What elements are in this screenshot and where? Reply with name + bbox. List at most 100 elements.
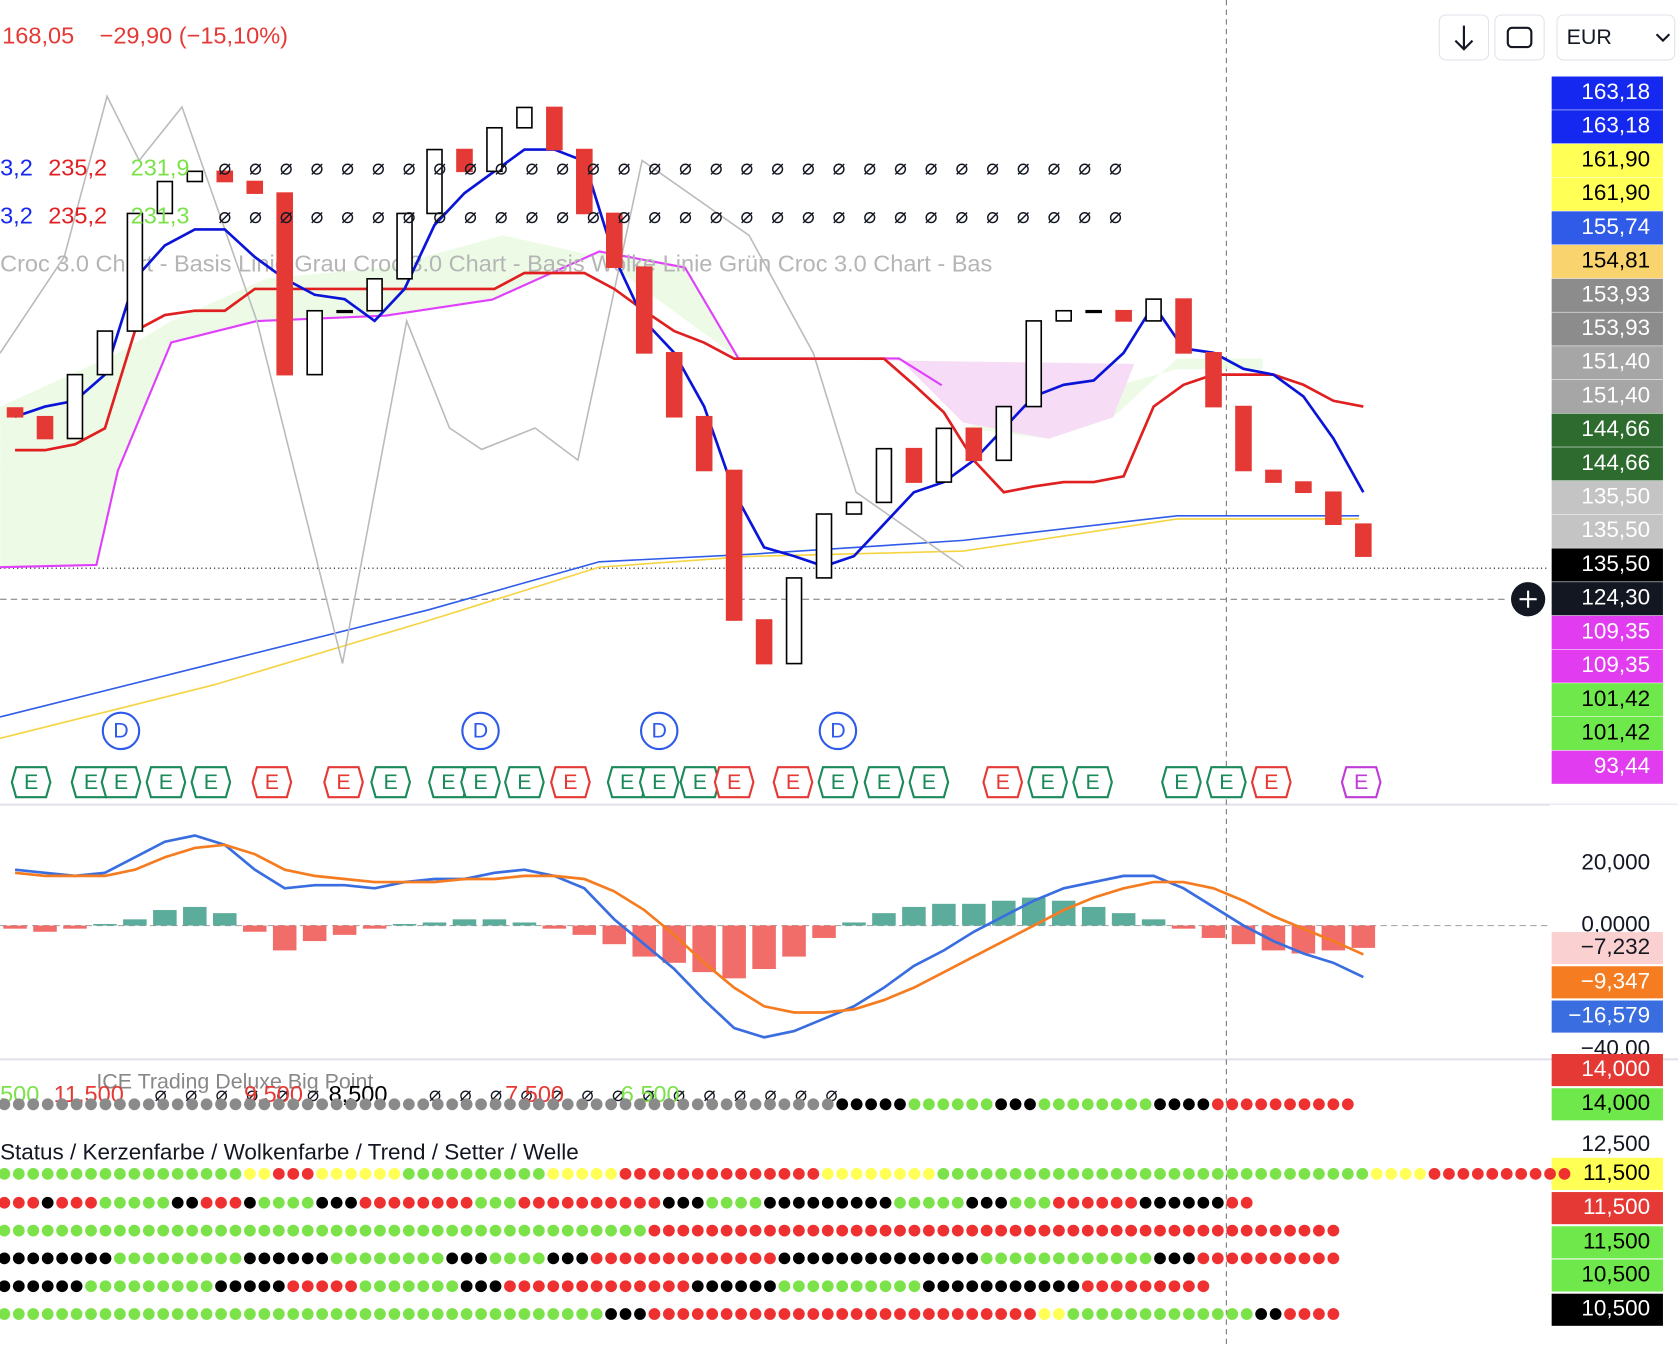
status-dot: [345, 1224, 357, 1237]
status-dot: [735, 1098, 747, 1111]
status-dot: [41, 1098, 54, 1111]
status-dot: [272, 1280, 285, 1293]
status-dot: [1009, 1252, 1022, 1265]
status-dot: [1067, 1196, 1080, 1209]
status-dot: [417, 1308, 430, 1320]
status-dot: [590, 1098, 603, 1111]
status-dot: [619, 1252, 632, 1265]
status-dot: [27, 1280, 40, 1293]
status-dot: [1110, 1224, 1123, 1237]
status-dot: [821, 1196, 834, 1209]
status-dot: [865, 1167, 877, 1180]
status-dot: [489, 1280, 502, 1293]
status-dot: [215, 1098, 227, 1111]
status-dot: [576, 1308, 589, 1320]
status-dot: [316, 1280, 329, 1293]
candle: [156, 180, 174, 215]
status-dot: [764, 1098, 776, 1111]
status-dot: [648, 1167, 661, 1180]
currency-select[interactable]: [1556, 14, 1676, 61]
histogram-bar: [542, 925, 567, 929]
status-dot: [142, 1280, 155, 1293]
status-dot: [85, 1098, 97, 1111]
status-dot: [937, 1252, 950, 1265]
indicator-tag-label: 10,500: [1581, 1261, 1650, 1286]
histogram-bar: [33, 925, 57, 932]
status-dot: [504, 1224, 516, 1237]
status-dot: [532, 1224, 545, 1237]
status-dot: [937, 1224, 950, 1237]
status-dot: [908, 1252, 921, 1265]
status-dot: [677, 1196, 690, 1209]
status-dot: [980, 1252, 993, 1265]
earnings-badge: [1161, 766, 1202, 799]
status-dot: [532, 1252, 545, 1265]
status-dot: [0, 1280, 11, 1293]
price-tag-label: 93,44: [1594, 753, 1650, 778]
status-dot: [1211, 1224, 1224, 1237]
earnings-label: E: [24, 770, 38, 794]
status-dot: [388, 1098, 401, 1111]
status-dot: [1255, 1167, 1268, 1180]
empty-symbol: ⌀: [403, 156, 416, 180]
status-dot: [475, 1167, 487, 1180]
candle: [1175, 298, 1192, 354]
status-dot: [1125, 1252, 1138, 1265]
candle: [1055, 309, 1073, 322]
status-dot: [41, 1167, 54, 1180]
status-dot: [431, 1224, 444, 1237]
status-dot: [836, 1098, 849, 1111]
status-dot: [1168, 1280, 1181, 1293]
status-dot: [966, 1098, 979, 1111]
status-dot: [706, 1196, 719, 1209]
status-dot: [547, 1196, 560, 1209]
status-dot: [778, 1098, 791, 1111]
status-dot: [634, 1167, 646, 1180]
price-change: −29,90 (−15,10%): [100, 23, 288, 49]
status-dot: [1110, 1098, 1123, 1111]
status-dot: [1255, 1308, 1268, 1320]
status-dot: [908, 1098, 921, 1111]
empty-symbol: ⌀: [372, 156, 385, 180]
status-dot: [894, 1167, 906, 1180]
status-dot: [402, 1280, 415, 1293]
replay-button[interactable]: [1494, 14, 1545, 61]
status-dot: [431, 1252, 444, 1265]
status-dot: [1183, 1224, 1195, 1237]
status-dot: [186, 1308, 199, 1320]
status-dot: [431, 1098, 444, 1111]
status-dot: [792, 1252, 805, 1265]
price-tag-label: 135,50: [1581, 484, 1650, 509]
earnings-badge: [713, 766, 755, 799]
status-dot: [12, 1098, 25, 1111]
status-dot: [662, 1196, 675, 1209]
indicator-tag: [1551, 1226, 1663, 1259]
earnings-badge: [428, 766, 469, 799]
status-dot: [1125, 1098, 1138, 1111]
status-dot: [388, 1167, 401, 1180]
status-dot: [85, 1252, 97, 1265]
histogram-bar: [662, 925, 686, 963]
status-dot: [807, 1252, 820, 1265]
status-dot: [301, 1252, 314, 1265]
status-dot: [41, 1252, 54, 1265]
status-dot: [417, 1280, 430, 1293]
status-dot: [1110, 1252, 1123, 1265]
status-dot: [980, 1280, 993, 1293]
add-icon: [1519, 590, 1537, 608]
status-dot: [735, 1280, 747, 1293]
price-tag: [1551, 548, 1663, 582]
candle: [785, 577, 803, 665]
status-dot: [764, 1167, 776, 1180]
status-dot: [1313, 1224, 1325, 1237]
status-dot: [518, 1224, 531, 1237]
status-dot: [460, 1252, 473, 1265]
price-tag: [1551, 716, 1663, 751]
status-dot: [807, 1098, 820, 1111]
status-dot: [691, 1196, 704, 1209]
earnings-label: E: [159, 770, 173, 794]
status-dot: [70, 1224, 83, 1237]
price-tag: [1551, 312, 1663, 346]
status-dot: [1515, 1167, 1528, 1180]
candle: [456, 148, 473, 173]
